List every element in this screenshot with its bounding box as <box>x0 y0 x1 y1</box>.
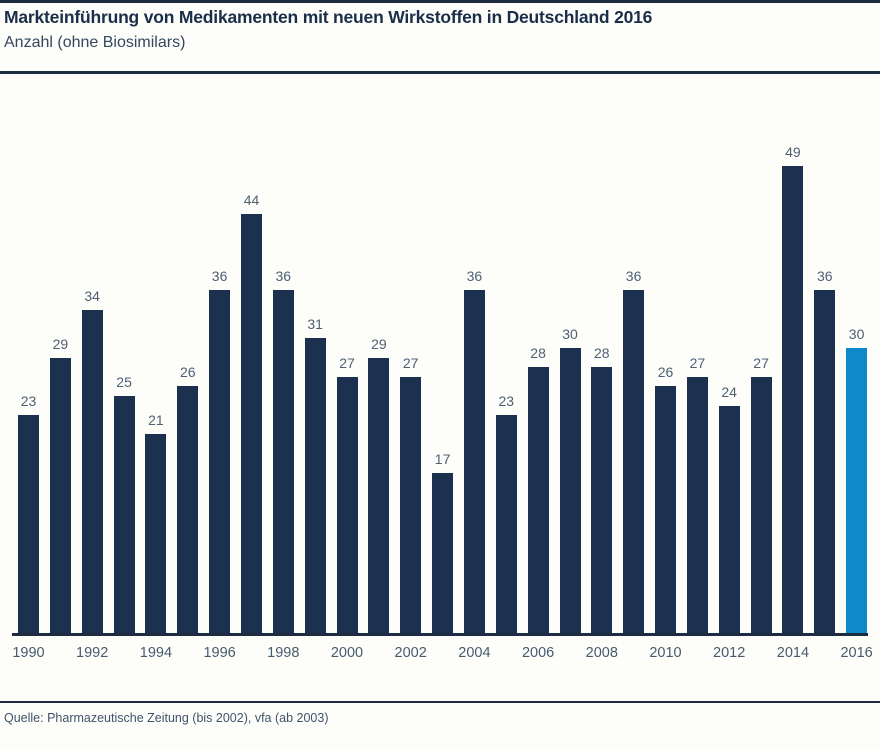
top-border <box>0 0 880 3</box>
x-tick-label-2000: 2000 <box>330 645 364 661</box>
bar-2002 <box>400 377 422 636</box>
bar-1997 <box>241 214 262 636</box>
x-tick-label-2016: 2016 <box>840 645 873 661</box>
bar-value-label-1997: 44 <box>243 192 260 208</box>
bar-value-label-1994: 21 <box>148 412 164 428</box>
bar-value-label-2014: 49 <box>785 144 801 160</box>
bar-chart-plot-area: 23 29 34 25 21 26 36 44 36 31 27 29 27 17 36 23 28 30 28 36… <box>0 75 880 636</box>
bar-2009 <box>623 290 645 636</box>
bar-2016 <box>846 348 868 636</box>
bar-2013 <box>750 377 772 636</box>
bar-value-label-2010: 26 <box>657 364 674 380</box>
bar-1992 <box>81 310 103 636</box>
bar-value-label-2011: 27 <box>689 355 706 371</box>
x-tick-label-1996: 1996 <box>203 645 236 661</box>
x-tick-label-1992: 1992 <box>76 645 109 661</box>
chart-title: Markteinführung von Medikamenten mit neu… <box>4 7 653 27</box>
bar-2006 <box>527 367 549 636</box>
bar-value-label-2002: 27 <box>402 355 419 371</box>
bar-1995 <box>177 386 199 636</box>
bar-value-label-2006: 28 <box>530 345 546 361</box>
bar-value-label-1999: 31 <box>307 316 323 332</box>
x-axis-line <box>12 633 868 636</box>
bar-1994 <box>145 434 167 636</box>
bar-value-label-1991: 29 <box>52 336 69 352</box>
bar-1993 <box>113 396 135 636</box>
bar-value-label-2004: 36 <box>466 268 483 284</box>
bar-1990 <box>18 415 39 636</box>
x-tick-label-1998: 1998 <box>267 645 300 661</box>
x-tick-label-1990: 1990 <box>12 645 45 661</box>
bar-2011 <box>686 377 708 636</box>
bar-2003 <box>432 473 454 636</box>
bar-value-label-1995: 26 <box>180 364 196 380</box>
bar-2005 <box>495 415 517 636</box>
x-tick-label-2008: 2008 <box>585 645 618 661</box>
footer-divider <box>0 701 880 703</box>
bar-value-label-2013: 27 <box>753 355 769 371</box>
bar-1998 <box>272 290 294 636</box>
x-tick-label-1994: 1994 <box>139 645 173 661</box>
bar-value-label-1992: 34 <box>84 288 100 304</box>
x-tick-label-2004: 2004 <box>458 645 491 661</box>
bar-value-label-2008: 28 <box>594 345 610 361</box>
bar-2014 <box>782 166 804 636</box>
bar-2007 <box>559 348 581 636</box>
bar-value-label-2001: 29 <box>371 336 387 352</box>
bar-value-label-2007: 30 <box>562 326 578 342</box>
bar-1991 <box>49 358 71 636</box>
x-tick-label-2010: 2010 <box>649 645 682 661</box>
bar-2001 <box>368 358 390 636</box>
source-note: Quelle: Pharmazeutische Zeitung (bis 200… <box>4 711 329 725</box>
x-tick-label-2002: 2002 <box>394 645 427 661</box>
bar-value-label-1993: 25 <box>116 374 132 390</box>
bar-value-label-2015: 36 <box>817 268 833 284</box>
x-tick-label-2014: 2014 <box>776 645 810 661</box>
bar-1999 <box>304 338 326 636</box>
x-tick-label-2006: 2006 <box>521 645 555 661</box>
bar-2012 <box>718 406 740 636</box>
bar-2000 <box>336 377 358 636</box>
bar-value-label-2016: 30 <box>848 326 865 342</box>
bar-value-label-2009: 36 <box>625 268 642 284</box>
bar-1996 <box>209 290 231 636</box>
bar-2008 <box>591 367 613 636</box>
chart-subtitle: Anzahl (ohne Biosimilars) <box>4 34 186 51</box>
bar-value-label-2003: 17 <box>434 451 451 467</box>
header-divider <box>0 71 880 74</box>
bar-value-label-2000: 27 <box>339 355 355 371</box>
x-axis-labels: 1990 1992 1994 1996 1998 2000 2002 2004 2006 2008… <box>0 645 880 665</box>
bar-value-label-1996: 36 <box>211 268 228 284</box>
bar-2010 <box>655 386 676 636</box>
x-tick-label-2012: 2012 <box>713 645 746 661</box>
bar-2015 <box>814 290 836 636</box>
bar-value-label-2012: 24 <box>721 384 737 400</box>
bar-value-label-2005: 23 <box>498 393 515 409</box>
bar-value-label-1998: 36 <box>275 268 292 284</box>
bar-value-label-1990: 23 <box>20 393 37 409</box>
bar-2004 <box>463 290 485 636</box>
